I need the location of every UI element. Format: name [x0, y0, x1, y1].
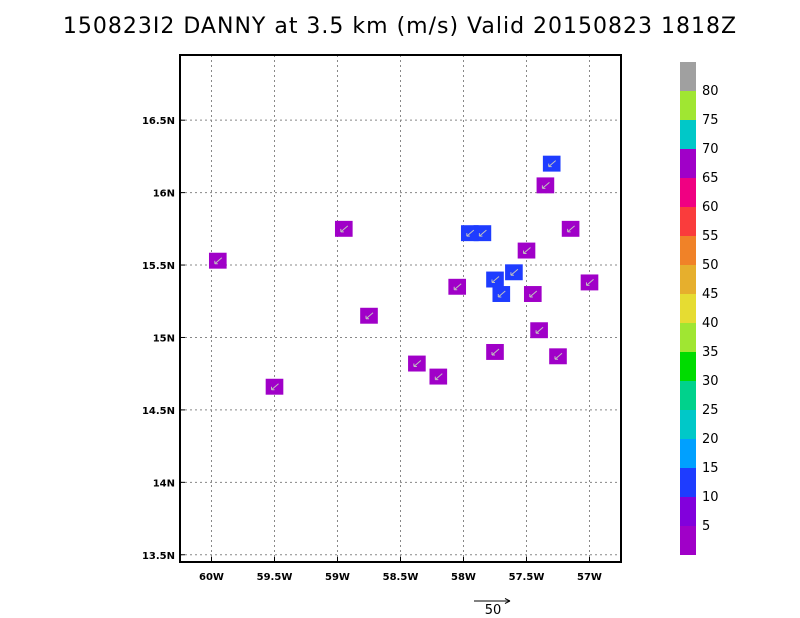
wind-vector-arrow: [214, 257, 223, 265]
colorbar-swatch: [680, 178, 696, 207]
wind-vector-arrow: [340, 225, 349, 233]
vector-key-arrowhead: [504, 598, 511, 604]
wind-vector-arrow: [497, 290, 506, 298]
colorbar-label: 20: [702, 432, 719, 447]
colorbar-swatch: [680, 149, 696, 178]
lat-ticks: 16.5N 16N 15.5N 15N 14.5N 14N 13.5N: [142, 116, 185, 562]
lat-tick-label: 15.5N: [142, 261, 175, 272]
colorbar-label: 30: [702, 374, 719, 389]
lon-tick-label: 57W: [577, 572, 602, 583]
lon-tick-label: 58.5W: [383, 572, 419, 583]
wind-vector-arrow: [413, 360, 422, 368]
lat-tick-label: 16N: [153, 189, 175, 200]
wind-vector-arrow: [548, 160, 557, 168]
lat-tick-label: 14N: [153, 478, 175, 489]
colorbar-swatch: [680, 207, 696, 236]
lon-tick-label: 59.5W: [257, 572, 293, 583]
colorbar-label: 75: [702, 113, 719, 128]
colorbar-label: 5: [702, 519, 710, 534]
wind-speed-cells: [208, 155, 599, 395]
colorbar-swatch: [680, 439, 696, 468]
colorbar-label: 15: [702, 461, 719, 476]
colorbar-label: 70: [702, 142, 719, 157]
wind-vectors: [214, 160, 594, 391]
lat-tick-label: 13.5N: [142, 551, 175, 562]
colorbar-swatch: [680, 323, 696, 352]
colorbar-swatch: [680, 236, 696, 265]
wind-vector-arrow: [586, 279, 594, 286]
lon-tick-label: 57.5W: [509, 572, 545, 583]
colorbar-swatch: [680, 410, 696, 439]
colorbar-swatch: [680, 526, 696, 555]
wind-vector-arrow: [271, 383, 279, 391]
lon-ticks: 60W 59.5W 59W 58.5W 58W 57.5W 57W: [199, 557, 602, 583]
colorbar-swatch: [680, 294, 696, 323]
lon-tick-label: 58W: [451, 572, 476, 583]
wind-vector-arrow: [491, 348, 500, 356]
colorbar-label: 25: [702, 403, 719, 418]
wind-vector-arrow: [554, 352, 563, 360]
colorbar-swatch: [680, 91, 696, 120]
wind-vector-arrow: [453, 283, 462, 291]
colorbar-label: 10: [702, 490, 719, 505]
grid-lines: [180, 55, 621, 562]
colorbar-label: 80: [702, 84, 719, 99]
wind-vector-arrow: [478, 229, 487, 237]
vector-key: 50: [474, 598, 511, 618]
lat-tick-label: 16.5N: [142, 116, 175, 127]
colorbar-label: 50: [702, 258, 719, 273]
colorbar-swatch: [680, 62, 696, 91]
wind-vector-arrow: [523, 247, 531, 255]
lat-tick-label: 15N: [153, 333, 175, 344]
wind-vector-arrow: [535, 326, 544, 334]
vector-key-label: 50: [485, 603, 502, 618]
lon-tick-label: 60W: [199, 572, 224, 583]
wind-vector-arrow: [567, 225, 575, 233]
colorbar-swatch: [680, 352, 696, 381]
lon-tick-label: 59W: [325, 572, 350, 583]
colorbar-label: 55: [702, 229, 719, 244]
colorbar-swatch: [680, 120, 696, 149]
colorbar-label: 60: [702, 200, 719, 215]
wind-vector-arrow: [491, 276, 500, 284]
colorbar-label: 40: [702, 316, 719, 331]
wind-vector-arrow: [529, 290, 538, 298]
colorbar-label: 35: [702, 345, 719, 360]
wind-vector-arrow: [541, 181, 550, 189]
chart-title: 150823I2 DANNY at 3.5 km (m/s) Valid 201…: [62, 14, 738, 39]
colorbar-swatch: [680, 381, 696, 410]
wind-vector-arrow: [434, 373, 443, 381]
lat-tick-label: 14.5N: [142, 406, 175, 417]
colorbar-label: 65: [702, 171, 719, 186]
colorbar: 5 10 15 20 25 30 35 40 45 50 55 60 65 70 75 80: [680, 62, 719, 555]
wind-vector-arrow: [466, 229, 475, 237]
wind-vector-arrow: [510, 268, 519, 276]
colorbar-swatch: [680, 468, 696, 497]
colorbar-swatch: [680, 265, 696, 294]
colorbar-label: 45: [702, 287, 719, 302]
colorbar-swatch: [680, 497, 696, 526]
wind-vector-arrow: [365, 312, 374, 320]
